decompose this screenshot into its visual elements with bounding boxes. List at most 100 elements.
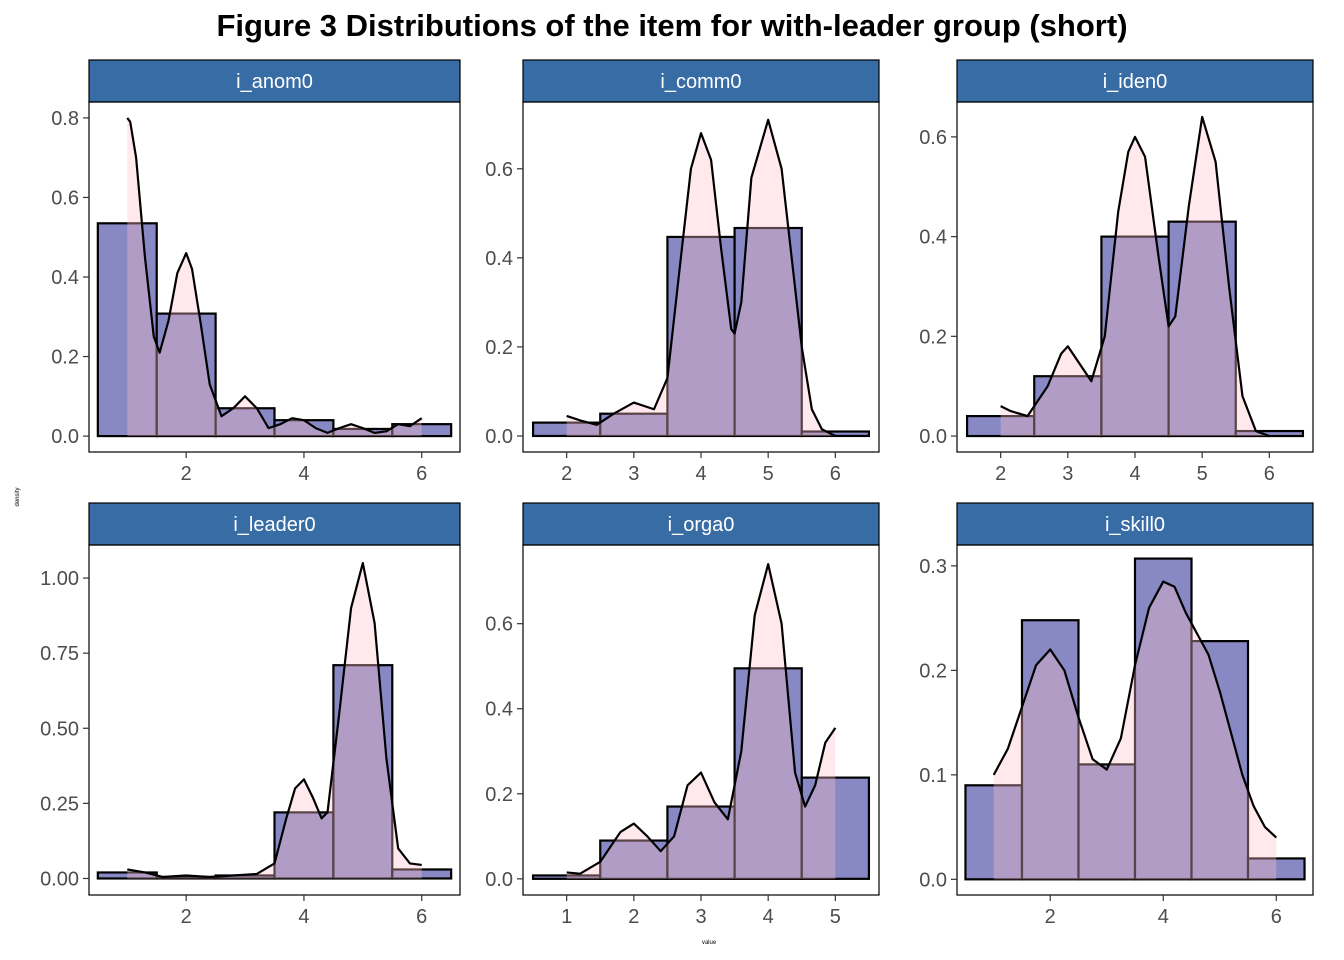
x-tick-label: 4 bbox=[763, 906, 774, 928]
y-tick-label: 0.1 bbox=[919, 765, 947, 787]
y-tick-label: 0.8 bbox=[51, 108, 79, 130]
x-tick-label: 5 bbox=[763, 463, 774, 485]
histogram-bar bbox=[733, 226, 803, 438]
density-line bbox=[1000, 115, 1270, 438]
x-tick-label: 2 bbox=[628, 906, 639, 928]
y-tick-label: 0.00 bbox=[40, 868, 79, 890]
panel-border bbox=[956, 544, 1314, 896]
x-axis-title: value bbox=[702, 940, 717, 946]
density-area bbox=[127, 117, 422, 437]
x-tick-label: 5 bbox=[1197, 463, 1208, 485]
y-tick-label: 0.0 bbox=[919, 869, 947, 891]
x-tick-label: 1 bbox=[561, 906, 572, 928]
density-line bbox=[126, 117, 423, 435]
x-tick-label: 2 bbox=[1045, 906, 1056, 928]
panel-i_leader0: i_leader0 0.00 0.25 0.50 0.75 1.00 2 4 6 bbox=[40, 502, 461, 928]
y-tick-label: 0.4 bbox=[919, 227, 947, 249]
density-line bbox=[566, 563, 837, 875]
x-tick-label: 4 bbox=[695, 463, 706, 485]
y-tick-label: 0.0 bbox=[919, 426, 947, 448]
y-tick-label: 0.6 bbox=[485, 614, 513, 636]
y-tick-label: 0.2 bbox=[485, 784, 513, 806]
x-tick-label: 6 bbox=[416, 463, 427, 485]
y-tick-label: 0.50 bbox=[40, 718, 79, 740]
density-line bbox=[992, 580, 1278, 839]
x-tick-label: 3 bbox=[628, 463, 639, 485]
plot-area bbox=[96, 117, 453, 438]
density-area bbox=[566, 564, 836, 879]
x-tick-label: 4 bbox=[1158, 906, 1169, 928]
figure-title: Figure 3 Distributions of the item for w… bbox=[216, 8, 1128, 43]
density-area bbox=[993, 581, 1277, 880]
plot-area bbox=[96, 561, 453, 880]
x-tick-label: 6 bbox=[830, 463, 841, 485]
histogram-bar bbox=[1234, 429, 1305, 438]
facet-strip bbox=[956, 59, 1314, 103]
x-tick-label: 2 bbox=[995, 463, 1006, 485]
y-tick-label: 0.6 bbox=[51, 187, 79, 209]
density-area bbox=[566, 119, 836, 436]
panel-i_orga0: i_orga0 0.0 0.2 0.4 0.6 1 2 3 4 5 bbox=[485, 502, 880, 928]
histogram-bar bbox=[1167, 220, 1237, 438]
y-tick-label: 0.4 bbox=[485, 248, 513, 270]
x-tick-label: 3 bbox=[1062, 463, 1073, 485]
y-tick-label: 0.2 bbox=[51, 347, 79, 369]
y-tick-label: 0.4 bbox=[485, 699, 513, 721]
facet-strip-label: i_leader0 bbox=[233, 514, 315, 536]
facet-strip-label: i_orga0 bbox=[668, 514, 735, 536]
facet-strip bbox=[956, 502, 1314, 546]
panel-i_comm0: i_comm0 0.0 0.2 0.4 0.6 2 3 4 5 6 bbox=[485, 59, 880, 485]
x-tick-label: 2 bbox=[181, 463, 192, 485]
plot-area bbox=[964, 557, 1306, 881]
density-line bbox=[127, 561, 422, 879]
y-tick-label: 0.4 bbox=[51, 267, 79, 289]
facet-strip bbox=[522, 502, 880, 546]
histogram-bar bbox=[1077, 763, 1137, 881]
y-tick-label: 0.75 bbox=[40, 643, 79, 665]
y-tick-label: 0.0 bbox=[485, 426, 513, 448]
histogram-bar bbox=[1133, 557, 1193, 881]
x-tick-label: 4 bbox=[1129, 463, 1140, 485]
x-tick-label: 6 bbox=[1271, 906, 1282, 928]
y-tick-label: 0.6 bbox=[485, 159, 513, 181]
density-area bbox=[1000, 116, 1270, 437]
y-tick-label: 0.2 bbox=[485, 337, 513, 359]
histogram-bar bbox=[800, 776, 871, 880]
y-tick-label: 0.3 bbox=[919, 556, 947, 578]
x-tick-label: 4 bbox=[298, 463, 309, 485]
plot-area bbox=[965, 115, 1305, 438]
x-tick-label: 2 bbox=[561, 463, 572, 485]
density-line bbox=[566, 118, 836, 437]
y-axis-title: density bbox=[15, 487, 21, 506]
facet-strip-label: i_comm0 bbox=[660, 71, 741, 93]
x-tick-label: 4 bbox=[298, 906, 309, 928]
facet-strip bbox=[88, 502, 461, 546]
panel-i_skill0: i_skill0 0.0 0.1 0.2 0.3 2 4 6 bbox=[919, 502, 1314, 928]
histogram-bar bbox=[1033, 375, 1103, 438]
x-tick-label: 5 bbox=[830, 906, 841, 928]
x-tick-label: 6 bbox=[1264, 463, 1275, 485]
y-tick-label: 0.2 bbox=[919, 660, 947, 682]
y-tick-label: 1.00 bbox=[40, 568, 79, 590]
panel-border bbox=[88, 544, 461, 896]
histogram-bar bbox=[1246, 857, 1306, 881]
facet-strip-label: i_anom0 bbox=[236, 71, 313, 93]
panel-i_anom0: i_anom0 0.0 0.2 0.4 0.6 0.8 2 4 6 bbox=[51, 59, 461, 485]
plot-area bbox=[531, 563, 871, 880]
histogram-bar bbox=[391, 423, 453, 438]
y-tick-label: 0.0 bbox=[485, 869, 513, 891]
facet-strip-label: i_iden0 bbox=[1103, 71, 1168, 93]
facet-strip-label: i_skill0 bbox=[1105, 514, 1165, 536]
plot-area bbox=[531, 118, 871, 438]
y-tick-label: 0.25 bbox=[40, 793, 79, 815]
x-tick-label: 2 bbox=[181, 906, 192, 928]
histogram-bar bbox=[1020, 619, 1080, 881]
histogram-bar bbox=[155, 312, 217, 438]
x-tick-label: 3 bbox=[695, 906, 706, 928]
histogram-bar bbox=[391, 868, 453, 880]
panel-i_iden0: i_iden0 0.0 0.2 0.4 0.6 2 3 4 5 6 bbox=[919, 59, 1314, 485]
facet-panels: i_anom0 0.0 0.2 0.4 0.6 0.8 2 4 6 i_comm0 0.0 0.2 0.… bbox=[40, 59, 1314, 928]
y-tick-label: 0.6 bbox=[919, 127, 947, 149]
y-tick-label: 0.2 bbox=[919, 326, 947, 348]
